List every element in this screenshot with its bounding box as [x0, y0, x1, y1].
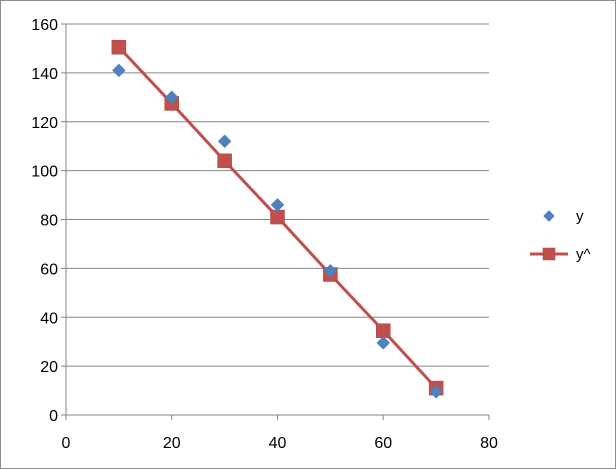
y-tick-label-160: 160 — [31, 17, 58, 34]
point-series1-3 — [270, 209, 285, 225]
point-series0-6 — [429, 384, 443, 399]
y-tick-label-0: 0 — [49, 408, 58, 425]
y-tick-label-140: 140 — [31, 66, 58, 83]
y-tick-label-40: 40 — [40, 310, 58, 327]
point-series0-2 — [217, 134, 232, 149]
series-layer — [111, 39, 444, 399]
y-tick-label-60: 60 — [40, 261, 58, 278]
y-tick-label-120: 120 — [31, 115, 58, 132]
x-tick-label-80: 80 — [480, 435, 498, 452]
point-series0-3 — [270, 197, 285, 212]
gridlines — [66, 23, 489, 367]
legend-label-0: y — [576, 208, 584, 225]
legend-label-1: y^ — [576, 246, 591, 263]
legend-marker-0 — [543, 210, 555, 222]
point-series0-1 — [164, 90, 179, 105]
point-series0-5 — [376, 336, 391, 350]
x-tick-label-40: 40 — [269, 435, 287, 452]
x-tick-label-0: 0 — [62, 435, 71, 452]
point-series0-4 — [323, 263, 338, 278]
point-series1-5 — [376, 323, 391, 338]
axes: 0 20 40 60 80 100 120 140 160 0 20 40 60 80 — [31, 17, 498, 452]
point-series1-2 — [217, 153, 232, 169]
legend: y y^ — [530, 208, 591, 263]
x-tick-label-60: 60 — [374, 435, 392, 452]
point-series0-0 — [112, 63, 126, 78]
y-tick-label-20: 20 — [40, 359, 58, 376]
point-series1-0 — [111, 39, 127, 55]
y-tick-label-100: 100 — [31, 164, 58, 181]
legend-marker-1 — [542, 247, 556, 261]
x-tick-label-20: 20 — [163, 435, 181, 452]
y-tick-label-80: 80 — [40, 213, 58, 230]
